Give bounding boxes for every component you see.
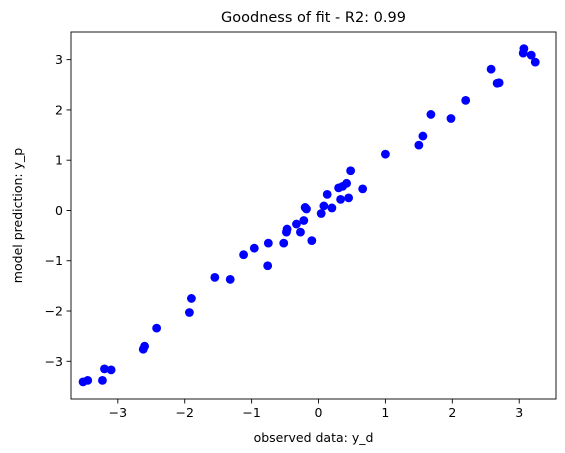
x-tick-label: 3 <box>515 405 523 420</box>
data-point-27 <box>319 201 329 211</box>
x-tick-label: 2 <box>448 405 456 420</box>
data-point-3 <box>98 376 107 385</box>
data-point-19 <box>282 224 292 234</box>
data-point-45 <box>494 78 504 88</box>
data-point-15 <box>263 261 273 271</box>
data-points <box>78 44 540 387</box>
x-tick-label: 0 <box>315 405 323 420</box>
data-point-10 <box>187 294 196 303</box>
y-tick-label: 2 <box>55 102 63 117</box>
data-point-49 <box>530 57 540 67</box>
x-axis-label: observed data: y_d <box>254 430 374 445</box>
data-point-37 <box>381 149 390 159</box>
data-point-14 <box>249 243 259 253</box>
x-tick-label: −3 <box>109 405 127 420</box>
data-point-40 <box>426 110 436 119</box>
data-point-16 <box>263 238 273 248</box>
data-point-41 <box>446 114 456 123</box>
data-point-48 <box>526 50 536 60</box>
x-tick-label: −2 <box>176 405 194 420</box>
y-tick-label: −3 <box>45 354 63 369</box>
data-point-7 <box>140 341 149 351</box>
data-point-33 <box>342 178 352 188</box>
data-point-2 <box>83 376 93 385</box>
data-point-43 <box>486 64 496 74</box>
data-point-24 <box>302 204 311 214</box>
x-axis-ticks: −3 −2 −1 0 1 2 3 <box>109 399 523 420</box>
y-tick-label: −1 <box>45 253 63 268</box>
plot-frame <box>70 31 557 400</box>
data-point-34 <box>344 193 354 203</box>
y-tick-label: 0 <box>55 203 63 218</box>
data-point-12 <box>225 274 235 284</box>
y-tick-label: 1 <box>55 153 63 168</box>
data-point-21 <box>296 227 305 237</box>
data-point-4 <box>100 364 109 374</box>
data-point-22 <box>299 216 309 225</box>
y-axis-ticks: −3 −2 −1 0 1 2 3 <box>45 52 71 369</box>
data-point-26 <box>316 209 326 218</box>
y-tick-label: −2 <box>45 304 63 319</box>
x-tick-label: −1 <box>242 405 260 420</box>
data-point-20 <box>292 219 301 229</box>
data-point-35 <box>346 166 356 176</box>
data-point-13 <box>239 250 248 260</box>
data-point-25 <box>307 236 317 246</box>
x-tick-label: 1 <box>381 405 389 420</box>
data-point-36 <box>358 184 368 194</box>
y-axis-label: model prediction: y_p <box>10 148 25 283</box>
data-point-9 <box>185 308 194 317</box>
data-point-5 <box>106 365 116 375</box>
data-point-29 <box>327 203 337 213</box>
data-point-17 <box>279 238 289 248</box>
data-point-8 <box>152 323 162 333</box>
data-point-28 <box>322 189 332 199</box>
y-tick-label: 3 <box>55 52 63 67</box>
data-point-42 <box>461 95 471 105</box>
data-point-38 <box>414 140 424 150</box>
data-point-47 <box>519 44 529 53</box>
data-point-11 <box>210 272 220 282</box>
data-point-31 <box>336 195 345 204</box>
chart-title: Goodness of fit - R2: 0.99 <box>221 10 406 26</box>
data-point-39 <box>418 131 428 141</box>
